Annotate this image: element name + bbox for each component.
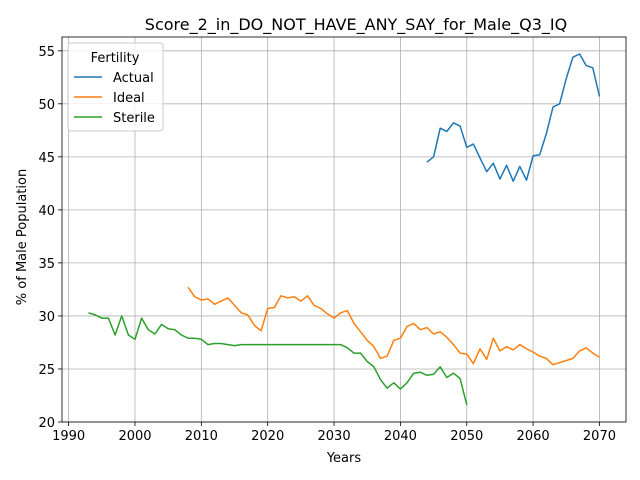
legend: Fertility Actual Ideal Sterile [67,42,164,132]
x-tick-label: 2050 [450,429,483,444]
x-tick-label: 2040 [384,429,417,444]
series-line-ideal [187,286,600,366]
x-tick-label: 2030 [318,429,351,444]
series-line-actual [426,53,601,182]
y-tick-label: 25 [38,363,55,378]
x-tick-label: 2060 [517,429,550,444]
y-tick-label: 20 [38,416,55,431]
legend-label-sterile: Sterile [113,111,155,126]
series-lines [88,53,601,406]
legend-label-ideal: Ideal [113,91,145,106]
y-tick-label: 45 [38,151,55,166]
y-axis-ticks: 20 25 30 35 40 45 50 55 [38,45,62,431]
legend-entries: Actual Ideal Sterile [74,71,155,126]
x-axis-ticks: 1990 2000 2010 2020 2030 2040 2050 2060 2070 [52,422,616,444]
y-tick-label: 30 [38,310,55,325]
plot-frame [61,36,627,423]
y-tick-label: 40 [38,204,55,219]
legend-box [67,42,164,132]
x-tick-label: 2000 [118,429,151,444]
grid [62,37,626,423]
y-tick-label: 50 [38,98,55,113]
y-axis-title: % of Male Population [15,169,30,305]
x-axis-title: Years [326,451,362,466]
legend-title: Fertility [91,51,140,66]
chart-title: Score_2_in_DO_NOT_HAVE_ANY_SAY_for_Male_… [145,15,567,35]
y-tick-label: 55 [38,45,55,60]
legend-label-actual: Actual [113,71,154,86]
y-tick-label: 35 [38,257,55,272]
x-tick-label: 2010 [185,429,218,444]
x-tick-label: 1990 [52,429,85,444]
series-line-sterile [88,312,468,406]
x-tick-label: 2070 [583,429,616,444]
x-tick-label: 2020 [251,429,284,444]
